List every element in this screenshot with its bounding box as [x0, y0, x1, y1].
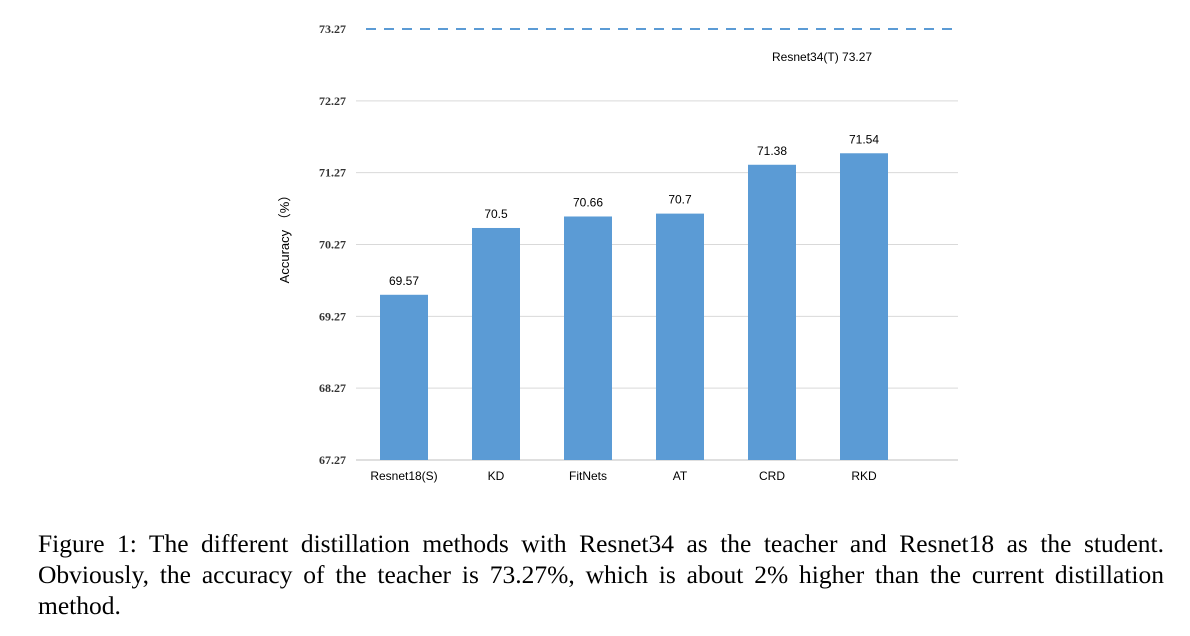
bar: [840, 153, 888, 460]
value-labels: 69.57 70.5 70.66 70.7 71.38 71.54: [389, 132, 879, 288]
x-tick-label: Resnet18(S): [370, 469, 437, 483]
bar: [380, 294, 428, 460]
x-axis-ticks: Resnet18(S) KD FitNets AT CRD RKD: [370, 469, 877, 483]
bars: [380, 153, 888, 460]
y-tick-label: 73.27: [319, 22, 346, 36]
y-tick-label: 72.27: [319, 94, 346, 108]
figure-caption: Figure 1: The different distillation met…: [38, 529, 1164, 620]
bar-value-label: 70.5: [484, 207, 508, 221]
x-tick-label: AT: [673, 469, 688, 483]
y-axis-label: Accuracy （%）: [277, 189, 292, 284]
x-tick-label: KD: [488, 469, 505, 483]
y-tick-label: 67.27: [319, 453, 346, 467]
y-axis-ticks: 67.27 68.27 69.27 70.27 71.27 72.27 73.27: [319, 22, 346, 467]
bar-value-label: 70.66: [573, 195, 603, 209]
bar-value-label: 71.54: [849, 132, 879, 146]
bar: [472, 227, 520, 460]
y-tick-label: 68.27: [319, 381, 346, 395]
y-tick-label: 69.27: [319, 309, 346, 323]
bar: [564, 216, 612, 460]
x-tick-label: RKD: [851, 469, 877, 483]
x-tick-label: CRD: [759, 469, 785, 483]
teacher-reference-label: Resnet34(T) 73.27: [772, 50, 872, 64]
bar-value-label: 71.38: [757, 144, 787, 158]
bar: [656, 213, 704, 460]
y-tick-label: 71.27: [319, 166, 346, 180]
bar: [748, 164, 796, 460]
bar-value-label: 69.57: [389, 274, 419, 288]
y-tick-label: 70.27: [319, 238, 346, 252]
bar-value-label: 70.7: [668, 193, 692, 207]
x-tick-label: FitNets: [569, 469, 607, 483]
